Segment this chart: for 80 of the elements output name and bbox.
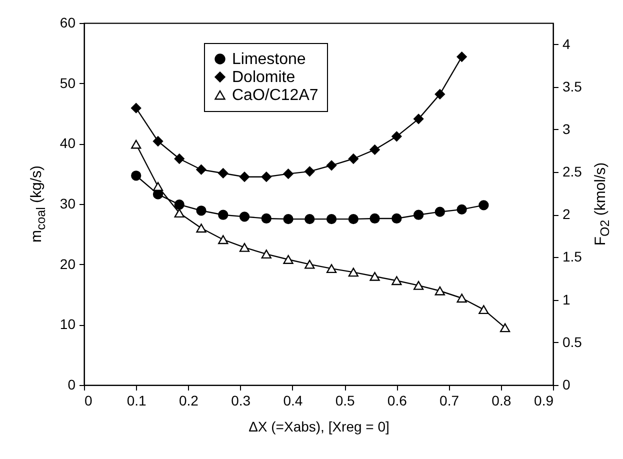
y2-tick-label: 0.5 bbox=[562, 334, 582, 350]
x-tick-label: 0.2 bbox=[178, 392, 199, 408]
point bbox=[283, 168, 294, 179]
point bbox=[456, 204, 467, 214]
y2-tick-label: 0 bbox=[562, 376, 570, 392]
point bbox=[348, 154, 358, 164]
y2-tick-label: 4 bbox=[562, 36, 570, 52]
y-tick-label: 0 bbox=[68, 376, 76, 392]
point bbox=[304, 260, 315, 269]
point bbox=[500, 323, 510, 332]
y2-tick-label: 2 bbox=[562, 206, 570, 222]
legend-label: CaO/C12A7 bbox=[232, 87, 318, 104]
point bbox=[196, 164, 206, 175]
point bbox=[218, 168, 228, 178]
x-tick-label: 0.8 bbox=[492, 392, 512, 408]
y2-tick-label: 2.5 bbox=[562, 164, 582, 180]
point bbox=[392, 131, 402, 142]
point bbox=[413, 210, 424, 220]
x-tick-label: 0.3 bbox=[231, 392, 251, 408]
y-tick-label: 60 bbox=[60, 14, 76, 30]
point bbox=[174, 200, 184, 210]
x-tick-label: 0.9 bbox=[534, 392, 554, 408]
x-tick-label: 0.4 bbox=[283, 392, 303, 408]
y-tick-label: 10 bbox=[60, 316, 76, 332]
point bbox=[174, 154, 184, 164]
y-tick-label: 30 bbox=[60, 196, 76, 212]
x-tick-label: 0.1 bbox=[126, 392, 147, 408]
y2-tick-label: 1.5 bbox=[562, 248, 582, 265]
x-axis-title: ΔX (=Xabs), [Xreg = 0] bbox=[248, 418, 390, 434]
point bbox=[478, 200, 489, 210]
point bbox=[239, 172, 250, 182]
y2-tick-label: 3 bbox=[562, 120, 570, 137]
point bbox=[304, 214, 315, 224]
point bbox=[131, 140, 142, 149]
y2-tick-label: 3.5 bbox=[562, 78, 582, 94]
point bbox=[413, 114, 424, 124]
point bbox=[152, 182, 164, 191]
point bbox=[434, 89, 445, 100]
point bbox=[196, 206, 206, 216]
point bbox=[326, 160, 337, 170]
point bbox=[326, 264, 337, 274]
x-tick-label: 0.5 bbox=[335, 392, 355, 408]
point bbox=[478, 305, 489, 314]
point bbox=[392, 213, 402, 224]
point bbox=[239, 242, 250, 252]
point bbox=[326, 214, 337, 224]
point bbox=[196, 224, 206, 233]
point bbox=[283, 255, 294, 264]
point bbox=[218, 210, 228, 220]
point bbox=[152, 136, 164, 146]
point bbox=[456, 52, 467, 62]
point bbox=[348, 268, 358, 277]
y-tick-label: 40 bbox=[60, 135, 76, 152]
point bbox=[261, 250, 272, 259]
point bbox=[131, 103, 142, 114]
point bbox=[304, 166, 315, 176]
point bbox=[434, 206, 445, 217]
point bbox=[174, 208, 184, 218]
point bbox=[261, 213, 272, 224]
x-tick-label: 0.7 bbox=[440, 392, 460, 408]
point bbox=[218, 235, 228, 244]
point bbox=[370, 213, 380, 224]
point bbox=[434, 286, 445, 296]
y-tick-label: 20 bbox=[60, 256, 76, 272]
point bbox=[261, 172, 272, 182]
legend-label: Limestone bbox=[232, 51, 306, 68]
point bbox=[370, 272, 380, 281]
legend-label: Dolomite bbox=[232, 69, 296, 86]
point bbox=[131, 170, 142, 181]
point bbox=[239, 212, 250, 222]
y-tick-label: 50 bbox=[60, 74, 76, 91]
x-tick-label: 0.6 bbox=[387, 392, 408, 408]
point bbox=[456, 294, 467, 303]
point bbox=[348, 214, 358, 224]
y2-tick-label: 1 bbox=[562, 291, 570, 308]
point bbox=[413, 280, 424, 290]
point bbox=[283, 214, 294, 224]
point bbox=[370, 144, 380, 155]
point bbox=[392, 276, 402, 286]
x-tick-label: 0 bbox=[84, 392, 92, 408]
